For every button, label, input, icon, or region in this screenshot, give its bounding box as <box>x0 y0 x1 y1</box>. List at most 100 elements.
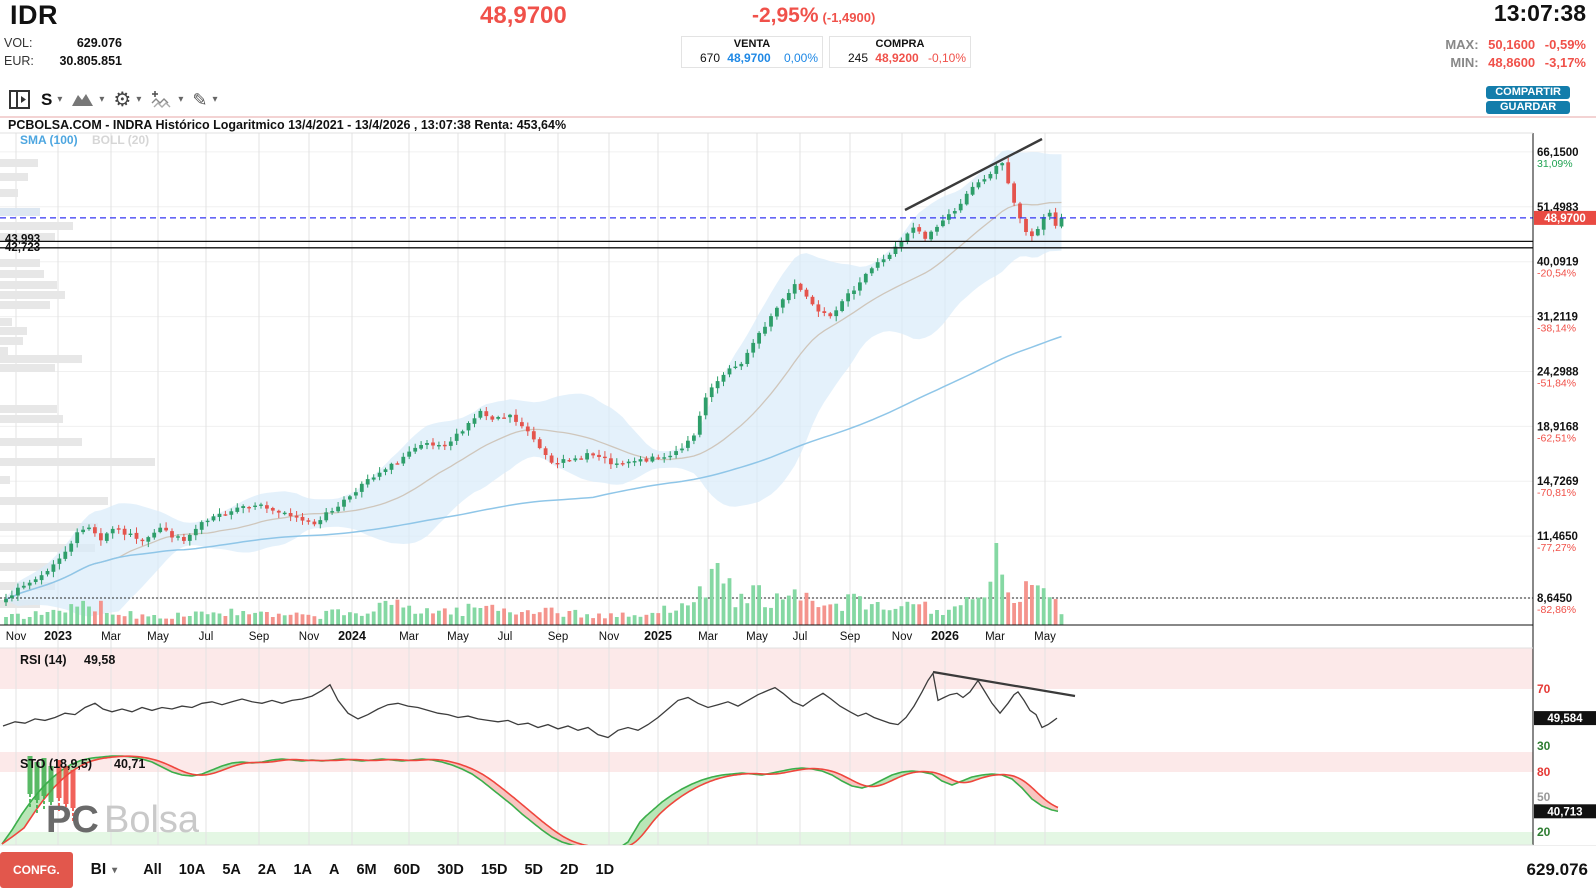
chevron-down-icon: ▾ <box>178 94 184 105</box>
svg-text:PCBOLSA.COM - INDRA Histórico: PCBOLSA.COM - INDRA Histórico Logaritmic… <box>8 118 566 132</box>
vol-label: VOL: <box>4 36 33 50</box>
max-row: MAX: 50,1600 -0,59% <box>1445 37 1586 52</box>
ask-percent: -0,10% <box>927 51 966 65</box>
range-5d[interactable]: 5D <box>524 862 543 878</box>
volume-row: VOL: 629.076 <box>4 36 122 50</box>
range-2a[interactable]: 2A <box>257 862 277 878</box>
add-indicator-button[interactable]: ▾ <box>150 90 183 109</box>
eur-row: EUR: 30.805.851 <box>4 54 122 68</box>
bid-quantity: 670 <box>699 51 720 65</box>
panel-toggle-icon <box>9 89 30 109</box>
svg-text:Nov: Nov <box>892 631 913 643</box>
svg-text:40,71: 40,71 <box>114 757 145 771</box>
change-absolute: (-1,4900) <box>822 10 876 25</box>
svg-text:-51,84%: -51,84% <box>1537 377 1576 389</box>
mode-letter: S <box>41 89 53 109</box>
range-1d[interactable]: 1D <box>595 862 615 878</box>
price-change: -2,95% (-1,4900) <box>752 4 875 28</box>
chevron-down-icon: ▾ <box>57 94 63 105</box>
range-a[interactable]: A <box>328 862 340 878</box>
min-label: MIN: <box>1450 55 1479 70</box>
range-6m[interactable]: 6M <box>356 862 377 878</box>
bid-percent: 0,00% <box>783 51 818 65</box>
ask-price: 48,9200 <box>875 51 919 65</box>
svg-text:Nov: Nov <box>6 631 27 643</box>
max-label: MAX: <box>1445 37 1479 52</box>
svg-text:2024: 2024 <box>338 629 366 643</box>
range-10a[interactable]: 10A <box>178 862 206 878</box>
svg-text:24,2988: 24,2988 <box>1537 366 1579 378</box>
range-all[interactable]: All <box>143 862 162 878</box>
ask-title: COMPRA <box>875 38 925 50</box>
svg-text:Bolsa: Bolsa <box>104 799 200 841</box>
range-2d[interactable]: 2D <box>560 862 579 878</box>
bid-title: VENTA <box>733 38 771 50</box>
svg-text:Jul: Jul <box>199 631 214 643</box>
svg-text:-82,86%: -82,86% <box>1537 604 1576 616</box>
svg-text:PC: PC <box>46 799 99 841</box>
config-button[interactable]: CONFG. <box>0 852 73 888</box>
symbol-title: IDR <box>10 0 58 30</box>
svg-text:-38,14%: -38,14% <box>1537 323 1576 335</box>
range-1a[interactable]: 1A <box>293 862 312 878</box>
eur-value: 30.805.851 <box>59 54 122 68</box>
panel-toggle-button[interactable] <box>8 88 32 112</box>
range-60d[interactable]: 60D <box>393 862 421 878</box>
svg-text:Mar: Mar <box>101 631 121 643</box>
svg-text:Jul: Jul <box>793 631 808 643</box>
vol-value: 629.076 <box>76 36 122 50</box>
range-5a[interactable]: 5A <box>222 862 241 878</box>
svg-text:May: May <box>746 631 768 643</box>
range-buttons: All 10A 5A 2A 1A A 6M 60D 30D 15D 5D 2D 1D <box>143 862 614 878</box>
timeframe-mode-button[interactable]: S ▾ <box>41 90 62 110</box>
svg-text:31,2119: 31,2119 <box>1537 312 1578 324</box>
svg-text:42,723: 42,723 <box>5 242 40 254</box>
chart-type-button[interactable]: ▾ <box>71 91 104 108</box>
max-percent: -0,59% <box>1544 37 1586 52</box>
svg-text:80: 80 <box>1537 765 1551 779</box>
svg-text:Sep: Sep <box>548 631 568 643</box>
eur-label: EUR: <box>4 54 34 68</box>
svg-text:May: May <box>447 631 469 643</box>
range-30d[interactable]: 30D <box>437 862 464 878</box>
svg-text:20: 20 <box>1537 825 1551 839</box>
svg-text:2023: 2023 <box>44 629 72 643</box>
svg-text:11,4650: 11,4650 <box>1537 531 1578 543</box>
settings-button[interactable]: ⚙ ▾ <box>113 90 141 110</box>
min-value: 48,8600 <box>1488 55 1536 70</box>
chevron-down-icon: ▾ <box>212 94 218 105</box>
range-15d[interactable]: 15D <box>480 862 508 878</box>
svg-text:40,0919: 40,0919 <box>1537 257 1579 269</box>
max-value: 50,1600 <box>1488 37 1536 52</box>
svg-text:RSI (14): RSI (14) <box>20 653 67 667</box>
chevron-down-icon: ▾ <box>99 94 105 105</box>
ask-quantity: 245 <box>847 51 868 65</box>
svg-text:40,713: 40,713 <box>1547 806 1582 818</box>
svg-text:BOLL (20): BOLL (20) <box>92 133 149 147</box>
svg-text:14,7269: 14,7269 <box>1537 476 1579 488</box>
svg-text:43,993: 43,993 <box>5 233 40 245</box>
svg-text:Nov: Nov <box>599 631 620 643</box>
interval-label: BI <box>90 861 107 878</box>
ask-box: COMPRA 245 48,9200 -0,10% <box>829 36 971 68</box>
svg-text:2025: 2025 <box>644 629 672 643</box>
svg-text:48,9700: 48,9700 <box>1544 213 1586 225</box>
svg-text:May: May <box>147 631 169 643</box>
last-price: 48,9700 <box>480 2 567 29</box>
gear-icon: ⚙ <box>113 88 132 111</box>
draw-tools-button[interactable]: ✎ ▾ <box>192 91 217 109</box>
svg-text:31,09%: 31,09% <box>1537 158 1573 170</box>
min-percent: -3,17% <box>1544 55 1586 70</box>
svg-text:51,4983: 51,4983 <box>1537 202 1579 214</box>
save-button[interactable]: GUARDAR <box>1486 101 1570 114</box>
svg-text:Sep: Sep <box>840 631 860 643</box>
svg-text:18,9168: 18,9168 <box>1537 421 1579 433</box>
svg-text:66,1500: 66,1500 <box>1537 147 1579 159</box>
svg-text:30: 30 <box>1537 739 1551 753</box>
svg-text:50: 50 <box>1537 790 1551 804</box>
share-button[interactable]: COMPARTIR <box>1486 86 1570 99</box>
interval-selector[interactable]: BI ▾ <box>91 861 118 879</box>
bid-box: VENTA 670 48,9700 0,00% <box>681 36 823 68</box>
svg-text:Mar: Mar <box>399 631 419 643</box>
